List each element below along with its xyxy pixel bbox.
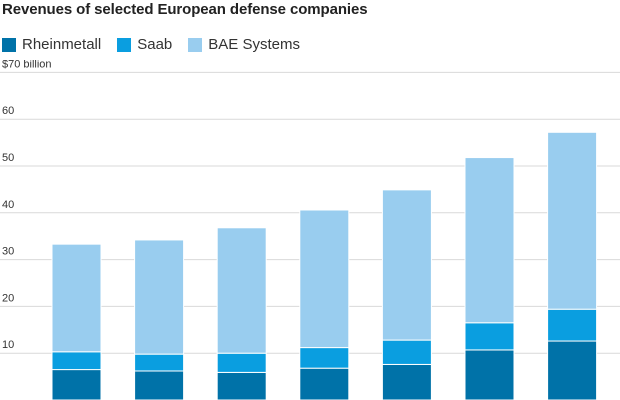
legend-swatch-rheinmetall xyxy=(2,37,16,52)
y-tick-label: 60 xyxy=(2,105,14,117)
bar-segment-saab xyxy=(51,351,102,371)
stacked-bar-chart: 10 20 30 40 50 60 $70 billion xyxy=(0,60,620,400)
bar-segment-rheinmetall xyxy=(381,363,432,400)
legend: Rheinmetall Saab BAE Systems xyxy=(2,36,316,53)
y-tick-label: 40 xyxy=(2,199,14,211)
legend-swatch-bae-systems xyxy=(188,37,203,52)
bar-segment-bae-systems xyxy=(464,157,515,324)
bar-segment-rheinmetall xyxy=(51,369,102,400)
bar-segment-rheinmetall xyxy=(134,370,185,400)
bar-segment-rheinmetall xyxy=(547,340,598,400)
y-tick-label: 10 xyxy=(2,339,14,351)
bar-segment-bae-systems xyxy=(216,227,267,354)
legend-label-saab: Saab xyxy=(137,36,173,53)
bar-segment-rheinmetall xyxy=(216,371,267,400)
bar-segment-bae-systems xyxy=(51,243,102,353)
bar-segment-rheinmetall xyxy=(299,367,350,400)
bar-segment-saab xyxy=(134,353,185,372)
bar-segment-rheinmetall xyxy=(464,349,515,400)
bar-segment-saab xyxy=(381,339,432,365)
bar-segment-bae-systems xyxy=(299,209,350,349)
y-tick-label: 50 xyxy=(2,152,14,164)
chart-title: Revenues of selected European defense co… xyxy=(2,1,368,18)
legend-item-saab: Saab xyxy=(117,36,172,53)
bar-segment-saab xyxy=(464,322,515,351)
legend-swatch-saab xyxy=(117,37,132,52)
bar-segment-bae-systems xyxy=(547,131,598,310)
legend-label-rheinmetall: Rheinmetall xyxy=(22,36,102,53)
y-tick-label: 20 xyxy=(2,292,14,304)
bar-segment-saab xyxy=(216,352,267,373)
y-tick-label: 30 xyxy=(2,246,14,258)
legend-label-bae-systems: BAE Systems xyxy=(208,36,300,53)
bar-segment-bae-systems xyxy=(381,189,432,341)
legend-item-rheinmetall: Rheinmetall xyxy=(2,36,101,53)
bar-segment-bae-systems xyxy=(134,239,185,355)
bar-segment-saab xyxy=(547,308,598,342)
bar-segment-saab xyxy=(299,347,350,369)
legend-item-bae-systems: BAE Systems xyxy=(188,36,300,53)
y-tick-label: $70 billion xyxy=(2,60,52,70)
